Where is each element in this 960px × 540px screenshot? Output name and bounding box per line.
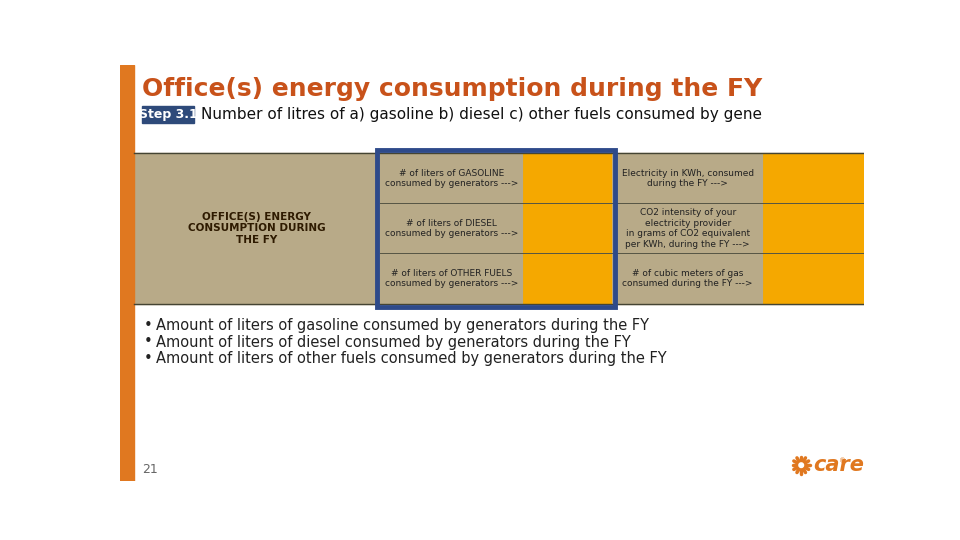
- Text: •: •: [143, 334, 152, 349]
- Circle shape: [798, 461, 805, 469]
- Text: # of liters of OTHER FUELS
consumed by generators --->: # of liters of OTHER FUELS consumed by g…: [385, 269, 518, 288]
- Bar: [379, 253, 523, 303]
- Text: # of liters of GASOLINE
consumed by generators --->: # of liters of GASOLINE consumed by gene…: [385, 168, 518, 188]
- Text: ®: ®: [839, 458, 847, 464]
- Text: 21: 21: [142, 463, 157, 476]
- Bar: [612, 253, 763, 303]
- Bar: [523, 253, 612, 303]
- Bar: [612, 153, 763, 204]
- Text: Electricity in KWh, consumed
during the FY --->: Electricity in KWh, consumed during the …: [622, 168, 754, 188]
- Bar: [763, 253, 864, 303]
- Text: Step 3.1: Step 3.1: [138, 109, 198, 122]
- Bar: [120, 65, 134, 481]
- Bar: [523, 153, 612, 204]
- Text: care: care: [814, 455, 865, 475]
- Text: Number of litres of a) gasoline b) diesel c) other fuels consumed by gene: Number of litres of a) gasoline b) diese…: [201, 107, 761, 123]
- Bar: [134, 153, 864, 303]
- Bar: [379, 153, 523, 204]
- Bar: [379, 204, 523, 253]
- Text: Amount of liters of other fuels consumed by generators during the FY: Amount of liters of other fuels consumed…: [156, 352, 666, 367]
- Text: •: •: [143, 318, 152, 333]
- Text: # of liters of DIESEL
consumed by generators --->: # of liters of DIESEL consumed by genera…: [385, 219, 518, 238]
- Text: OFFICE(S) ENERGY
CONSUMPTION DURING
THE FY: OFFICE(S) ENERGY CONSUMPTION DURING THE …: [188, 212, 325, 245]
- Text: # of cubic meters of gas
consumed during the FY --->: # of cubic meters of gas consumed during…: [622, 269, 753, 288]
- Text: •: •: [143, 352, 152, 367]
- Text: Amount of liters of gasoline consumed by generators during the FY: Amount of liters of gasoline consumed by…: [156, 318, 649, 333]
- Text: CO2 intensity of your
electricity provider
in grams of CO2 equivalent
per KWh, d: CO2 intensity of your electricity provid…: [625, 208, 750, 248]
- Bar: [612, 204, 763, 253]
- Bar: [376, 150, 615, 307]
- Bar: [763, 204, 864, 253]
- Bar: [142, 106, 194, 123]
- Circle shape: [799, 463, 804, 468]
- Text: Office(s) energy consumption during the FY: Office(s) energy consumption during the …: [142, 77, 762, 102]
- Bar: [763, 153, 864, 204]
- Text: Amount of liters of diesel consumed by generators during the FY: Amount of liters of diesel consumed by g…: [156, 334, 631, 349]
- Bar: [523, 204, 612, 253]
